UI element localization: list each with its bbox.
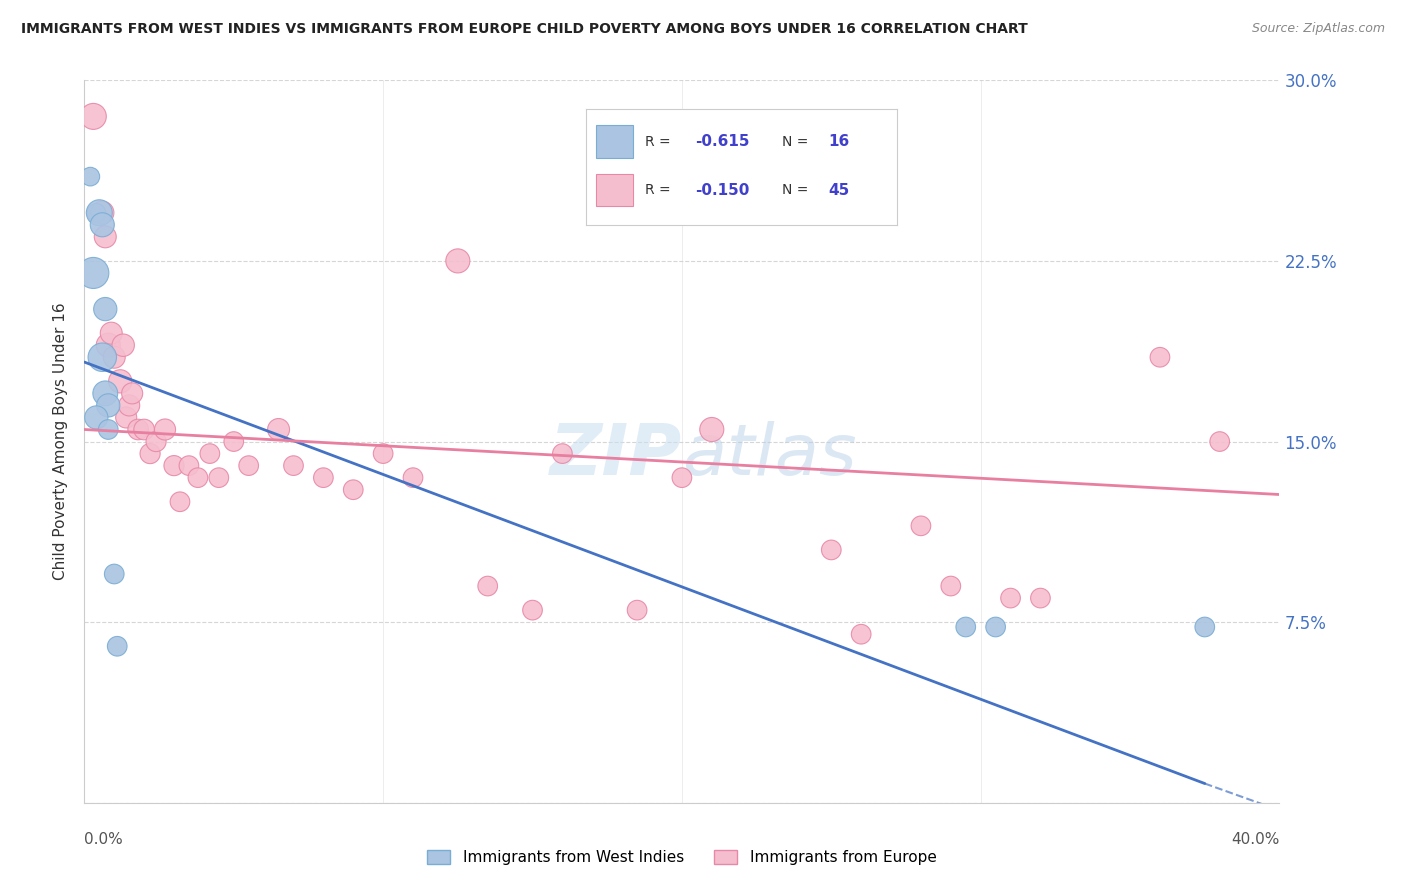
Point	[97, 398, 120, 412]
Point	[153, 422, 176, 436]
Point	[121, 386, 143, 401]
Point	[112, 338, 135, 352]
Text: IMMIGRANTS FROM WEST INDIES VS IMMIGRANTS FROM EUROPE CHILD POVERTY AMONG BOYS U: IMMIGRANTS FROM WEST INDIES VS IMMIGRANT…	[21, 22, 1028, 37]
Point	[118, 398, 141, 412]
Point	[97, 338, 120, 352]
Point	[267, 422, 290, 436]
Point	[312, 470, 335, 484]
Point	[1149, 350, 1171, 364]
Point	[82, 109, 104, 123]
Point	[169, 494, 191, 508]
Point	[1209, 434, 1232, 449]
Point	[127, 422, 149, 436]
Point	[163, 458, 186, 473]
Point	[373, 446, 395, 460]
Point	[82, 266, 104, 280]
Point	[671, 470, 693, 484]
Point	[91, 218, 114, 232]
Point	[94, 301, 117, 317]
Point	[177, 458, 200, 473]
Point	[984, 620, 1007, 634]
Y-axis label: Child Poverty Among Boys Under 16: Child Poverty Among Boys Under 16	[53, 302, 69, 581]
Point	[626, 603, 648, 617]
Point	[145, 434, 167, 449]
Point	[700, 422, 723, 436]
Point	[955, 620, 977, 634]
Point	[1029, 591, 1052, 605]
Text: ZIP: ZIP	[550, 422, 682, 491]
Point	[198, 446, 221, 460]
Point	[910, 518, 932, 533]
Point	[477, 579, 499, 593]
Point	[94, 230, 117, 244]
Point	[91, 350, 114, 364]
Point	[1194, 620, 1216, 634]
Point	[103, 567, 125, 582]
Point	[89, 205, 111, 219]
Text: Source: ZipAtlas.com: Source: ZipAtlas.com	[1251, 22, 1385, 36]
Point	[238, 458, 260, 473]
Point	[115, 410, 138, 425]
Point	[91, 205, 114, 219]
Text: atlas: atlas	[682, 422, 856, 491]
Point	[402, 470, 425, 484]
Point	[110, 374, 132, 388]
Point	[94, 386, 117, 401]
Point	[79, 169, 101, 184]
Point	[939, 579, 962, 593]
Point	[132, 422, 156, 436]
Point	[208, 470, 231, 484]
Legend: Immigrants from West Indies, Immigrants from Europe: Immigrants from West Indies, Immigrants …	[427, 850, 936, 865]
Text: 40.0%: 40.0%	[1232, 831, 1279, 847]
Point	[187, 470, 209, 484]
Point	[551, 446, 574, 460]
Point	[820, 542, 842, 557]
Point	[97, 422, 120, 436]
Point	[100, 326, 122, 340]
Point	[522, 603, 544, 617]
Point	[447, 253, 470, 268]
Point	[139, 446, 162, 460]
Point	[105, 639, 128, 653]
Point	[86, 205, 108, 219]
Point	[103, 350, 125, 364]
Point	[86, 410, 108, 425]
Text: 0.0%: 0.0%	[84, 831, 124, 847]
Point	[283, 458, 305, 473]
Point	[222, 434, 245, 449]
Point	[851, 627, 873, 641]
Point	[1000, 591, 1022, 605]
Point	[342, 483, 364, 497]
